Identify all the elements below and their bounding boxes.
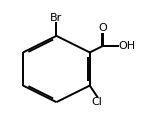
Text: OH: OH: [118, 41, 135, 51]
Text: O: O: [98, 23, 107, 33]
Text: Cl: Cl: [92, 97, 103, 107]
Text: Br: Br: [49, 13, 62, 23]
